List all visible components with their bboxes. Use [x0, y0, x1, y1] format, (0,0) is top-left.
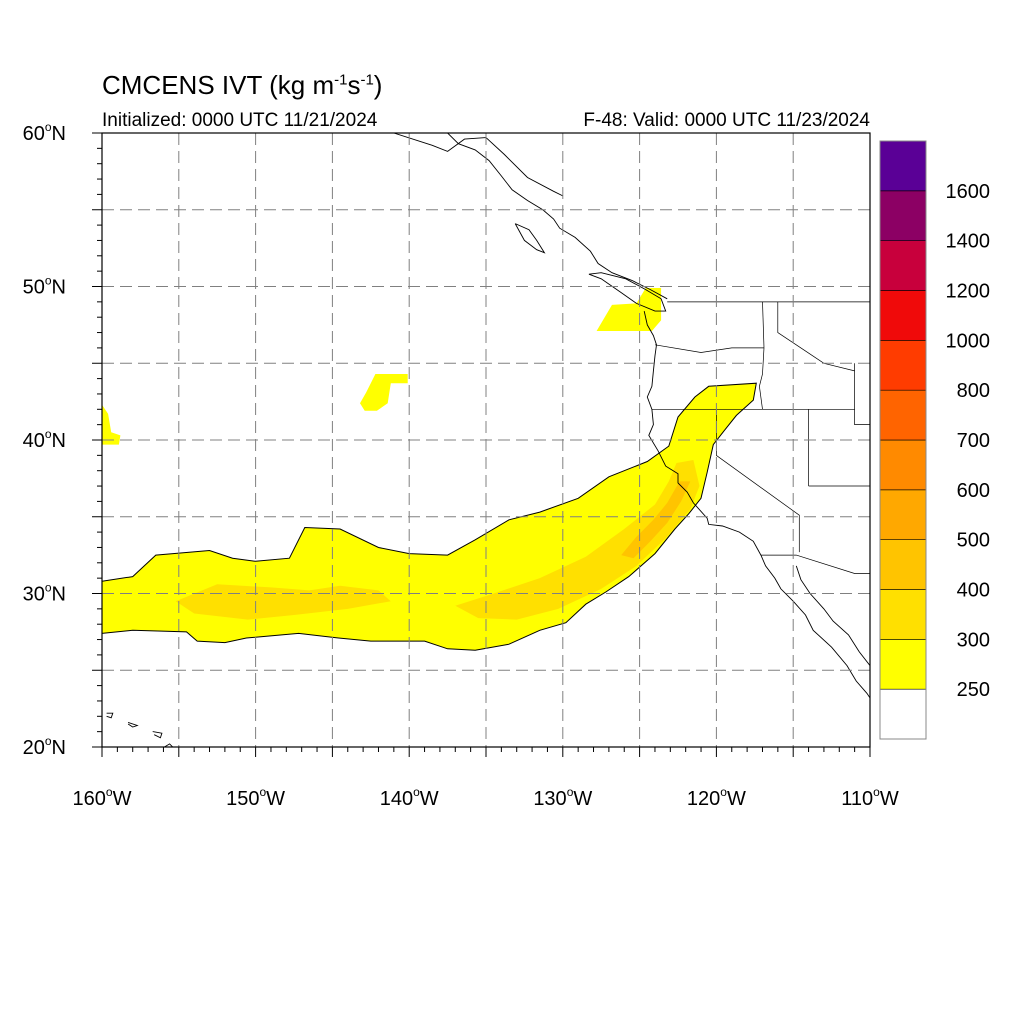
alaska-southeast-coast	[447, 133, 668, 300]
colorbar-box	[879, 539, 927, 590]
valid-time: F-48: Valid: 0000 UTC 11/23/2024	[583, 110, 870, 131]
hawaii-kauai	[106, 712, 114, 719]
patch-west-edge-shading	[102, 404, 121, 445]
colorbar-label: 1200	[946, 281, 991, 303]
hawaii-maui	[152, 731, 163, 739]
lon-label: 110oW	[841, 785, 899, 810]
lon-label: 150oW	[226, 785, 285, 810]
colorbar-label: 1400	[946, 231, 991, 253]
core-max-shading	[621, 481, 691, 559]
lon-label: 140oW	[380, 785, 439, 810]
hawaii	[163, 743, 174, 747]
lat-label: 40oN	[23, 427, 66, 452]
colorbar-box	[879, 688, 927, 740]
title-exponent-1: -1	[334, 71, 348, 89]
wyoming-idaho	[854, 363, 870, 425]
axis-ticks	[92, 132, 871, 757]
lon-label: 160oW	[73, 785, 132, 810]
colorbar-label: 250	[957, 679, 990, 701]
colorbar-label: 1000	[946, 330, 991, 352]
lon-label: 120oW	[687, 785, 746, 810]
title-exponent-2: -1	[360, 71, 374, 89]
colorbar-box	[879, 439, 927, 491]
colorbar-box	[879, 639, 927, 690]
colorbar-box	[879, 140, 927, 192]
lat-label: 30oN	[23, 581, 66, 606]
colorbar-box	[879, 190, 927, 241]
colorbar-label: 400	[957, 580, 990, 602]
colorbar-box	[879, 340, 927, 391]
axis-labels: 60oN 50oN 40oN 30oN 20oN 160oW 150oW 140oW 130oW…	[23, 120, 899, 810]
coastlines	[106, 133, 870, 747]
gulf-of-california	[795, 565, 870, 666]
colorbar-label: 600	[957, 480, 990, 502]
lat-label: 20oN	[23, 734, 66, 759]
lat-label: 50oN	[23, 274, 66, 299]
colorbar: 250 300 400 500 600 700 800 1000 1200 1400 1600	[879, 140, 991, 740]
title-text: CMCENS IVT (kg m	[102, 70, 335, 100]
patch-midpacific-shading	[360, 374, 408, 411]
vancouver-island	[588, 272, 667, 312]
lat-label: 60oN	[23, 120, 66, 145]
title-s: s	[347, 70, 361, 100]
colorbar-label: 800	[957, 380, 990, 402]
colorbar-label: 700	[957, 430, 990, 452]
colorbar-box	[879, 240, 927, 291]
oregon-idaho	[759, 347, 765, 410]
colorbar-box	[879, 589, 927, 640]
washington-idaho	[762, 301, 765, 348]
colorbar-frame	[879, 140, 927, 740]
graticule	[102, 133, 870, 747]
initialized-time: Initialized: 0000 UTC 11/21/2024	[102, 110, 378, 131]
chart-title: CMCENS IVT (kg m-1s-1)	[102, 70, 382, 101]
colorbar-label: 500	[957, 530, 990, 552]
title-end: )	[373, 70, 383, 100]
colorbar-box	[879, 290, 927, 341]
haida-gwaii	[514, 223, 546, 254]
hawaii-oahu	[127, 721, 139, 728]
mexico-border	[760, 554, 870, 574]
colorbar-label: 300	[957, 629, 990, 651]
colorbar-label: 1600	[946, 181, 991, 203]
lon-label: 130oW	[533, 785, 592, 810]
colorbar-box	[879, 389, 927, 441]
colorbar-box	[879, 489, 927, 540]
us-west-coast	[643, 311, 870, 699]
ivt-shading	[102, 288, 757, 651]
idaho-montana	[777, 301, 855, 372]
patch-washington-shading	[596, 288, 662, 331]
